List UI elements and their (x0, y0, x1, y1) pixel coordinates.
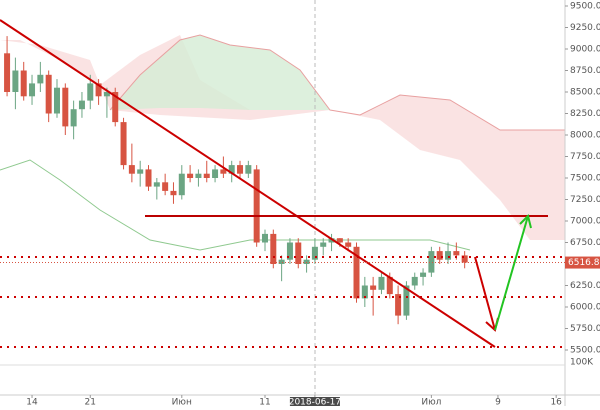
y-tick-label: 8000.0 (570, 131, 600, 141)
candle-body (29, 83, 36, 97)
drawings (0, 19, 565, 348)
candle-body (37, 74, 44, 84)
candle-body (78, 100, 85, 110)
candle-body (303, 259, 310, 264)
x-tick-label: 11 (259, 398, 270, 407)
candle-body (253, 169, 260, 243)
x-tick-label: 9 (495, 398, 501, 407)
candle-body (295, 242, 302, 264)
y-tick-label: 7250.0 (570, 195, 600, 205)
y-tick-label: 8250.0 (570, 109, 600, 119)
last-price-badge (565, 256, 600, 269)
x-tick-label: Июн (172, 398, 192, 407)
candle-body (345, 242, 352, 247)
ichimoku-cloud (0, 34, 565, 251)
candle-body (45, 74, 52, 114)
candle-body (461, 255, 468, 263)
candle-body (178, 173, 185, 196)
candle-body (120, 122, 127, 166)
x-tick-label: 16 (550, 398, 562, 407)
volume-label: 100K (570, 358, 594, 368)
candle-body (170, 190, 177, 196)
x-tick-label: 14 (26, 398, 38, 407)
x-tick-label: Июл (421, 398, 441, 407)
candle-body (95, 83, 102, 97)
y-tick-label: 5500.0 (570, 345, 600, 355)
candle-body (137, 169, 144, 174)
candle-body (370, 285, 377, 290)
y-tick-label: 6000.0 (570, 302, 600, 312)
candle-body (195, 173, 202, 179)
candle-body (112, 92, 119, 123)
x-tick-label: 21 (85, 398, 96, 407)
candle-body (145, 169, 152, 187)
arrow-down (474, 256, 496, 331)
candle-body (395, 294, 402, 316)
date-badge (289, 397, 340, 407)
candle-body (336, 238, 343, 243)
y-tick-label: 9000.0 (570, 45, 600, 55)
y-tick-label: 9500.0 (570, 2, 600, 12)
y-tick-label: 6750.0 (570, 238, 600, 248)
last-price-label: 6516.8 (568, 258, 600, 268)
candle-body (328, 238, 335, 243)
candle-body (445, 251, 452, 260)
span-a (109, 34, 565, 131)
candle-body (212, 169, 219, 179)
candle-body (220, 169, 227, 174)
candle-body (70, 109, 77, 127)
candle-body (162, 182, 169, 191)
candle-body (453, 251, 460, 256)
candle-body (403, 285, 410, 316)
y-tick-label: 7000.0 (570, 216, 600, 226)
candle-body (411, 276, 418, 286)
candle-body (187, 173, 194, 179)
candle-body (261, 233, 268, 243)
arrow-up (494, 215, 529, 331)
candle-body (270, 233, 277, 264)
candles (4, 36, 468, 325)
candle-body (62, 87, 69, 127)
candle-body (320, 242, 327, 247)
candle-body (128, 165, 135, 174)
y-tick-label: 9250.0 (570, 23, 600, 33)
y-tick-label: 7500.0 (570, 174, 600, 184)
candle-body (87, 83, 94, 101)
candle-body (237, 165, 244, 174)
candle-body (378, 276, 385, 290)
candle-body (103, 92, 110, 97)
candle-body (245, 165, 252, 174)
candle-body (311, 246, 318, 260)
candle-body (278, 259, 285, 264)
candle-body (361, 285, 368, 299)
candle-body (420, 272, 427, 277)
y-tick-label: 7750.0 (570, 152, 600, 162)
candle-body (4, 53, 11, 93)
y-tick-label: 8500.0 (570, 88, 600, 98)
candle-body (436, 251, 443, 260)
y-tick-label: 8750.0 (570, 66, 600, 76)
candle-body (20, 70, 27, 97)
candle-body (53, 87, 60, 114)
y-tick-label: 6250.0 (570, 281, 600, 291)
candle-body (12, 70, 19, 93)
candle-body (428, 251, 435, 273)
candle-body (286, 242, 293, 260)
y-tick-label: 5750.0 (570, 324, 600, 334)
candle-body (386, 276, 393, 295)
candle-body (228, 165, 235, 174)
x-tick-label: 2018-06-17 (289, 398, 341, 407)
candle-body (153, 182, 160, 187)
trend-line (0, 19, 496, 348)
candle-body (353, 246, 360, 299)
candle-body (203, 173, 210, 179)
arrow-head (519, 214, 532, 229)
lagging-span (0, 159, 471, 251)
